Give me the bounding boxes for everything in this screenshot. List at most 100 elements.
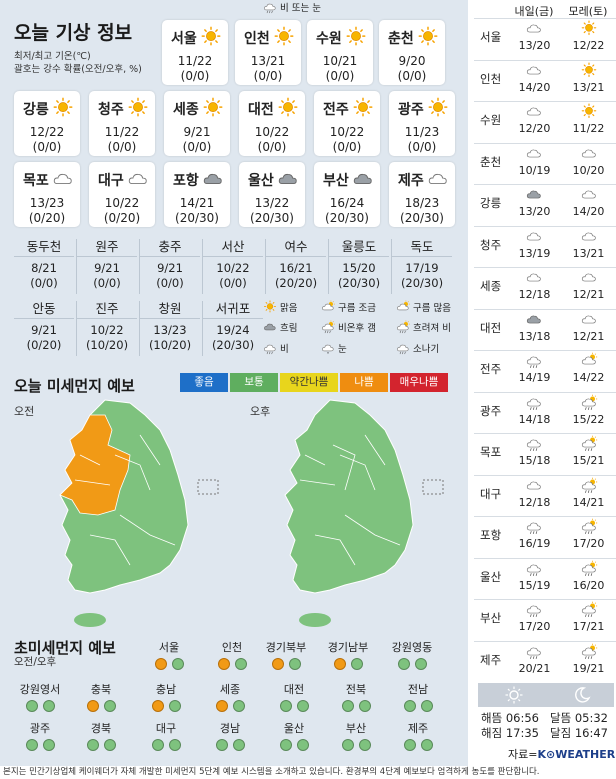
column-divider xyxy=(76,239,77,294)
sunny-icon xyxy=(263,300,277,313)
small-city-name: 안동 xyxy=(14,299,74,319)
pm-level-dot xyxy=(103,739,116,751)
city-rain-prob: (0/0) xyxy=(182,140,212,154)
forecast-city: 포항 xyxy=(480,528,502,542)
city-card: 포항 14/21 (20/30) xyxy=(164,162,230,227)
ultrafine-region: 세종 xyxy=(204,683,256,712)
city-temp: 10/21 xyxy=(322,54,358,68)
region-name: 대구 xyxy=(155,722,177,735)
small-city-name: 독도 xyxy=(392,237,452,257)
temp-legend-note: 최저/최고 기온(℃) xyxy=(14,51,91,62)
small-city: 원주 9/21 (0/0) xyxy=(77,237,137,290)
rain-icon xyxy=(526,439,541,451)
sunny-icon xyxy=(353,97,373,117)
cloudy-icon xyxy=(581,149,596,157)
rain-icon xyxy=(526,647,541,659)
dust-level-3: 나쁨 xyxy=(340,373,388,392)
rain-icon xyxy=(526,398,541,410)
weather-legend-item: 구름 조금 xyxy=(320,300,376,314)
forecast-col-tomorrow: 내일(금) xyxy=(514,5,554,18)
city-rain-prob: (0/0) xyxy=(107,140,137,154)
dust-level-2: 약간나쁨 xyxy=(280,373,338,392)
pm-level-dot xyxy=(350,658,363,670)
city-name: 광주 xyxy=(398,102,424,118)
small-city-rain-prob: (20/30) xyxy=(337,276,381,290)
forecast-city: 전주 xyxy=(480,362,502,376)
legend-label: 흐림 xyxy=(280,323,298,334)
small-city-name: 원주 xyxy=(77,237,137,257)
column-divider xyxy=(76,301,77,356)
small-city-rain-prob: (20/20) xyxy=(274,276,318,290)
city-temp: 18/23 xyxy=(404,196,440,210)
region-name: 인천 xyxy=(221,641,243,654)
weather-legend-item: 소나기 xyxy=(395,341,439,355)
forecast-temp-d1: 15/19 xyxy=(518,578,551,592)
small-city-temp: 15/20 xyxy=(342,261,376,275)
small-city-temp: 17/19 xyxy=(405,261,439,275)
page-title: 오늘 기상 정보 xyxy=(14,22,133,44)
small-city-rain-prob: (0/0) xyxy=(156,276,184,290)
sunny-icon xyxy=(418,26,438,46)
sunny-icon xyxy=(203,97,223,117)
region-name: 전북 xyxy=(345,683,367,696)
pm-level-dot xyxy=(232,739,245,751)
city-card: 대구 10/22 (0/20) xyxy=(89,162,155,227)
city-name: 수원 xyxy=(316,31,342,47)
region-name: 제주 xyxy=(407,722,429,735)
forecast-temp-d1: 15/18 xyxy=(518,454,551,467)
city-name: 춘천 xyxy=(388,31,414,47)
overcast-icon xyxy=(264,323,276,331)
region-name: 부산 xyxy=(345,722,367,735)
forecast-row: 포항 16/19 17/20 xyxy=(474,516,616,557)
ultrafine-region: 강원영동 xyxy=(386,641,438,670)
sunny-icon xyxy=(581,103,597,119)
dust-level-0: 좋음 xyxy=(180,373,228,392)
shower-icon xyxy=(397,344,409,355)
footer-note: 본지는 민간기상업체 케이웨더가 자체 개발한 미세먼지 5단계 예보 시스템을… xyxy=(0,766,616,779)
small-city-name: 여수 xyxy=(266,237,326,257)
small-city-temp: 10/22 xyxy=(90,323,124,337)
city-rain-prob: (0/20) xyxy=(28,211,66,225)
cloudy-icon xyxy=(526,481,541,489)
small-city-rain-prob: (20/30) xyxy=(400,276,444,290)
forecast-temp-d2: 17/21 xyxy=(572,620,605,633)
rain-then-clear-icon xyxy=(581,518,598,534)
overcast-icon xyxy=(203,173,222,185)
city-card: 인천 13/21 (0/0) xyxy=(235,20,301,85)
region-name: 충남 xyxy=(155,683,177,696)
region-name: 대전 xyxy=(283,683,305,696)
moonset-label: 달짐 xyxy=(550,726,572,740)
forecast-temp-d2: 12/21 xyxy=(572,288,605,301)
city-card: 목포 13/23 (0/20) xyxy=(14,162,80,227)
city-temp: 9/20 xyxy=(398,54,426,68)
forecast-city: 부산 xyxy=(480,611,502,625)
cloudy-icon xyxy=(581,273,596,282)
overcast-icon xyxy=(526,190,541,199)
city-name: 서울 xyxy=(171,31,197,47)
sun-moon-box xyxy=(478,683,614,707)
forecast-row: 춘천 10/19 10/20 xyxy=(474,142,616,184)
region-name: 울산 xyxy=(283,722,305,735)
city-name: 청주 xyxy=(98,102,124,118)
source-label: 자료= xyxy=(508,748,538,761)
rain-icon xyxy=(526,522,541,534)
forecast-temp-d2: 13/21 xyxy=(572,80,605,94)
weather-legend-item: 맑음 xyxy=(262,300,297,314)
weather-legend-item: 비 xyxy=(262,341,289,355)
partly-cloudy-icon xyxy=(322,300,335,311)
city-rain-prob: (0/0) xyxy=(325,69,355,83)
ultrafine-region: 울산 xyxy=(268,722,320,751)
small-city: 충주 9/21 (0/0) xyxy=(140,237,200,290)
small-city: 진주 10/22 (10/20) xyxy=(77,299,137,352)
legend-label: 눈 xyxy=(338,344,347,355)
legend-label: 소나기 xyxy=(413,344,440,355)
city-rain-prob: (0/0) xyxy=(397,69,427,83)
region-name: 강원영동 xyxy=(391,641,433,654)
city-temp: 11/22 xyxy=(177,54,213,68)
forecast-temp-d1: 14/20 xyxy=(518,80,551,94)
forecast-city: 대전 xyxy=(480,320,502,335)
am-level-dot xyxy=(25,739,38,751)
dust-am-label: 오전 xyxy=(14,405,35,418)
forecast-row: 세종 12/18 12/21 xyxy=(474,267,616,308)
small-city-name: 창원 xyxy=(140,299,200,319)
